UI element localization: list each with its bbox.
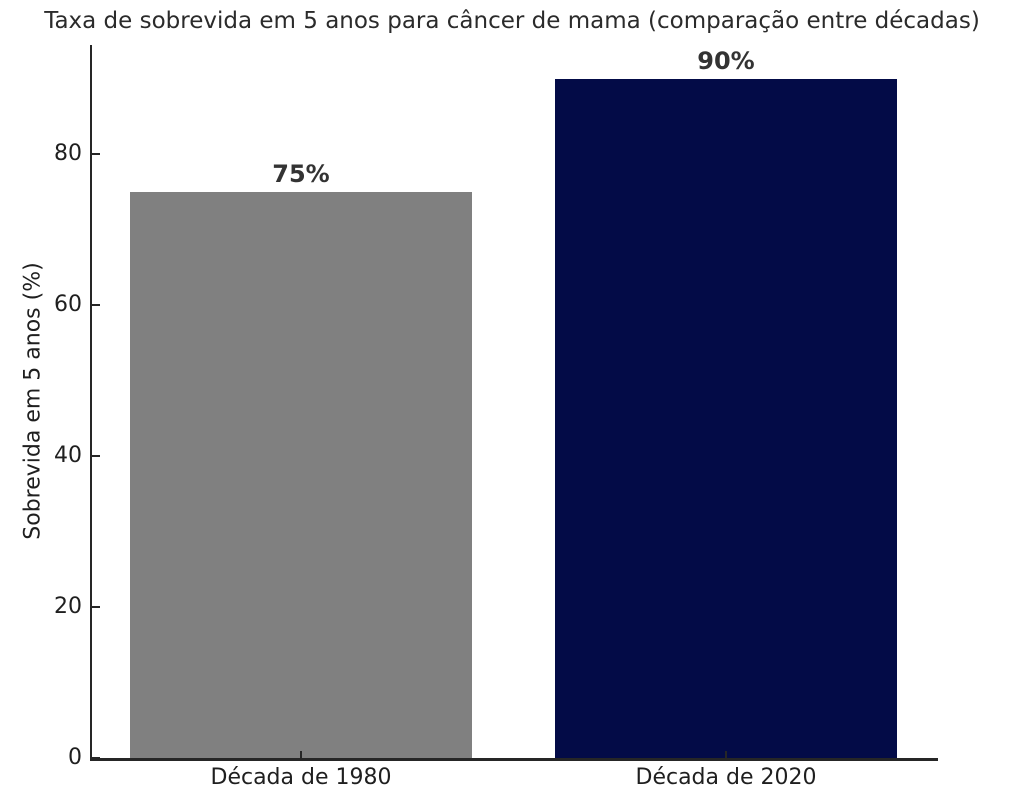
bar-group-decada-1980: 75% [130, 45, 472, 758]
y-tick-mark-20 [92, 606, 100, 609]
y-tick-label-60: 60 [54, 292, 82, 318]
y-tick-label-40: 40 [54, 443, 82, 469]
x-tick-mark-1980 [300, 751, 302, 758]
x-tick-label-2020: Década de 2020 [635, 765, 817, 790]
y-tick-mark-80 [92, 153, 100, 156]
x-tick-label-1980: Década de 1980 [210, 765, 392, 790]
x-tick-mark-2020 [725, 751, 727, 758]
bar-decada-2020 [555, 78, 897, 758]
y-tick-label-20: 20 [54, 594, 82, 620]
y-tick-mark-0 [92, 757, 100, 759]
bar-value-label-2020: 90% [697, 46, 755, 75]
y-tick-label-0: 0 [68, 745, 82, 770]
chart-title: Taxa de sobrevida em 5 anos para câncer … [44, 8, 980, 34]
y-tick-mark-40 [92, 455, 100, 458]
y-tick-label-80: 80 [54, 141, 82, 167]
bar-value-label-1980: 75% [272, 160, 330, 189]
y-tick-mark-60 [92, 304, 100, 307]
bar-decada-1980 [130, 192, 472, 758]
plot-area: 0 20 40 60 80 75% 90% Década de 1980 Década … [54, 45, 938, 790]
bar-group-decada-2020: 90% [555, 45, 897, 758]
